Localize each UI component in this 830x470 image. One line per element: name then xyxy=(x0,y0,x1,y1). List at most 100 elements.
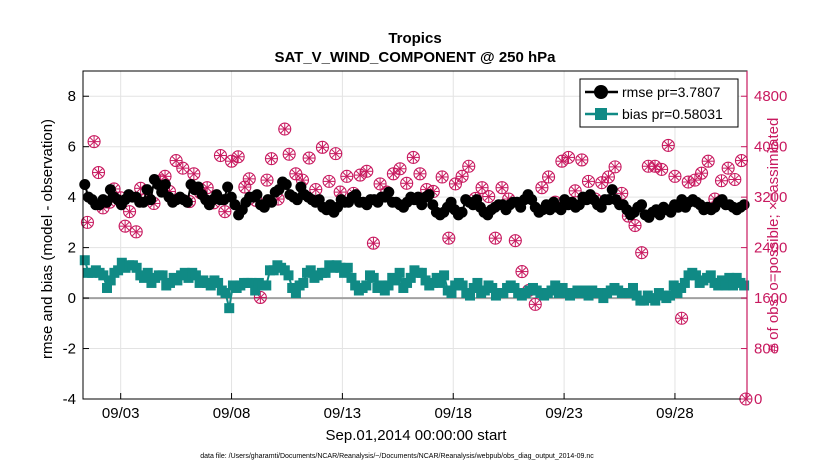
obs-point xyxy=(242,172,256,186)
obs-point xyxy=(721,161,735,175)
obs-point xyxy=(701,154,715,168)
bias-point xyxy=(676,282,687,293)
bias-point xyxy=(624,288,635,299)
obs-point xyxy=(80,215,94,229)
bias-point xyxy=(472,277,483,288)
bias-point xyxy=(268,265,279,276)
legend: rmse pr=3.7807 bias pr=0.58031 xyxy=(579,78,739,128)
y2-tick-label-0: 0 xyxy=(754,391,762,408)
y-tick-label-4: 4 xyxy=(68,189,76,206)
bias-point xyxy=(550,280,561,291)
obs-point xyxy=(118,219,132,233)
y2-tick-label-6: 4800 xyxy=(754,88,787,105)
rmse-point xyxy=(383,186,395,198)
rmse-point xyxy=(141,184,153,196)
bias-point xyxy=(339,267,350,278)
bias-point xyxy=(105,275,116,286)
bias-point xyxy=(350,280,361,291)
y-axis-label: rmse and bias (model - observation) xyxy=(39,119,56,359)
bias-point xyxy=(439,270,450,281)
bias-point xyxy=(553,288,564,299)
rmse-point xyxy=(222,181,234,193)
bias-point xyxy=(116,257,127,268)
rmse-point xyxy=(280,179,292,191)
x-tick-label-4: 09/23 xyxy=(545,405,583,422)
y2-tick-label-2: 1600 xyxy=(754,290,787,307)
x-tick-label-3: 09/18 xyxy=(434,405,472,422)
obs-point xyxy=(655,162,669,176)
bias-point xyxy=(131,262,142,273)
bias-point xyxy=(679,277,690,288)
bias-point xyxy=(287,282,298,293)
bias-point xyxy=(279,265,290,276)
bias-point xyxy=(427,277,438,288)
bias-point xyxy=(668,280,679,291)
rmse-point xyxy=(145,194,157,206)
bias-point xyxy=(368,272,379,283)
obs-point xyxy=(635,246,649,260)
bias-point xyxy=(390,275,401,286)
obs-point xyxy=(340,169,354,183)
obs-point xyxy=(129,225,143,239)
y2-tick-label-3: 2400 xyxy=(754,240,787,257)
obs-point xyxy=(353,168,367,182)
y2-axis-label: # of obs: o=possible; ×=assimilated xyxy=(765,118,782,353)
obs-point xyxy=(231,150,245,164)
y-tick-label-3: 2 xyxy=(68,240,76,257)
bias-point xyxy=(416,267,427,278)
x-axis-label: Sep.01,2014 00:00:00 start xyxy=(326,427,508,444)
obs-point xyxy=(668,169,682,183)
bias-point xyxy=(405,272,416,283)
obs-point xyxy=(260,173,274,187)
bias-point xyxy=(213,277,224,288)
obs-point xyxy=(568,184,582,198)
rmse-point xyxy=(636,199,648,211)
obs-point xyxy=(542,170,556,184)
x-axis-ticks: 09/03 09/08 09/13 09/18 09/23 09/28 xyxy=(102,393,694,422)
obs-point xyxy=(495,181,509,195)
obs-point xyxy=(400,176,414,190)
bias-point xyxy=(705,270,716,281)
obs-point xyxy=(675,311,689,325)
x-tick-label-5: 09/28 xyxy=(656,405,694,422)
obs-point xyxy=(728,172,742,187)
obs-point xyxy=(176,161,190,175)
bias-point xyxy=(164,277,175,288)
rmse-point xyxy=(738,199,750,211)
bias-point xyxy=(157,270,168,281)
rmse-point xyxy=(79,179,91,191)
bias-point xyxy=(713,280,724,291)
footnote: data file: /Users/gharamti/Documents/NCA… xyxy=(200,453,594,460)
legend-bias-marker xyxy=(595,108,607,120)
legend-rmse-label: rmse pr=3.7807 xyxy=(622,84,721,100)
bias-point xyxy=(465,290,476,301)
bias-point xyxy=(479,285,490,296)
obs-point xyxy=(561,150,576,164)
chart-subtitle: SAT_V_WIND_COMPONENT @ 250 hPa xyxy=(274,49,556,66)
obs-point xyxy=(393,162,407,176)
obs-point xyxy=(475,181,489,195)
chart-title: Tropics xyxy=(388,30,441,47)
bias-point xyxy=(394,267,405,278)
bias-point xyxy=(220,288,231,299)
obs-point xyxy=(448,177,463,191)
obs-point xyxy=(508,234,522,248)
bias-point xyxy=(468,282,479,293)
rmse-point xyxy=(423,189,435,201)
y-tick-label-1: -2 xyxy=(63,341,76,358)
bias-point xyxy=(246,277,257,288)
bias-point xyxy=(179,267,190,278)
obs-point xyxy=(87,135,101,149)
y2-tick-label-1: 800 xyxy=(754,341,779,358)
right-axis-ticks: 0 800 1600 2400 3200 4000 4800 xyxy=(741,71,787,408)
obs-point xyxy=(302,151,316,165)
obs-point xyxy=(264,152,278,166)
bias-point xyxy=(457,280,468,291)
bias-point xyxy=(79,255,90,266)
bias-point xyxy=(205,280,216,291)
bias-point xyxy=(690,270,701,281)
obs-point xyxy=(224,154,239,168)
bias-point xyxy=(431,272,442,283)
obs-point xyxy=(169,154,183,168)
